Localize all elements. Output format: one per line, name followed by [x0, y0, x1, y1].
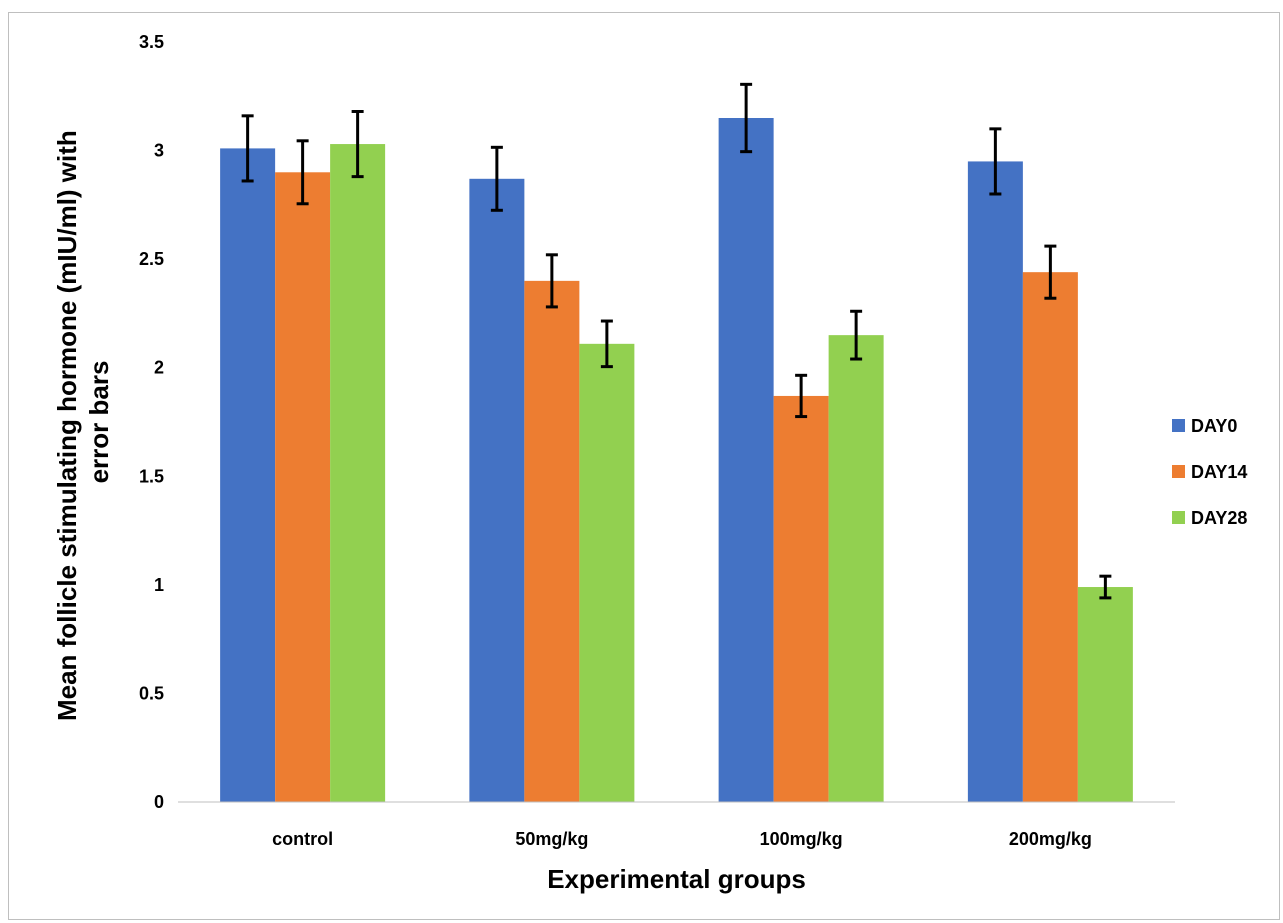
bar-day28-2: [828, 335, 884, 802]
error-bar: [1044, 244, 1057, 300]
error-bar: [740, 82, 753, 154]
bar-day28-1: [579, 343, 635, 802]
error-bar: [545, 253, 558, 309]
error-bar: [795, 373, 808, 419]
bar-day28-3: [1077, 587, 1133, 802]
y-axis-title-line-2: error bars: [84, 361, 114, 484]
legend-swatch-day14: [1172, 465, 1185, 478]
legend-label-day0: DAY0: [1191, 416, 1237, 436]
y-tick-label: 0: [154, 792, 164, 812]
bar-day0-1: [469, 178, 525, 803]
bar-day14-0: [275, 172, 331, 803]
x-tick-label: control: [272, 829, 333, 849]
error-bar: [989, 127, 1002, 196]
bars: [220, 118, 1133, 803]
legend-swatch-day28: [1172, 511, 1185, 524]
error-bar: [850, 309, 863, 361]
x-axis-title: Experimental groups: [547, 864, 806, 894]
y-tick-label: 3.5: [139, 32, 164, 52]
error-bar: [351, 109, 364, 179]
error-bar: [490, 145, 503, 212]
error-bar: [600, 319, 613, 369]
error-bar: [296, 139, 309, 206]
y-axis-title-line-1: Mean follicle stimulating hormone (mIU/m…: [52, 130, 82, 721]
error-bar: [241, 114, 254, 183]
bar-day0-0: [220, 148, 276, 802]
bar-day14-3: [1022, 272, 1078, 803]
legend-label-day28: DAY28: [1191, 508, 1247, 528]
bar-day28-0: [330, 144, 386, 803]
error-bars: [241, 82, 1112, 600]
bar-day0-3: [967, 161, 1023, 802]
legend-swatch-day0: [1172, 419, 1185, 432]
y-tick-label: 2.5: [139, 249, 164, 269]
legend: DAY0 DAY14 DAY28: [1172, 416, 1247, 528]
y-tick-label: 2: [154, 358, 164, 378]
y-tick-label: 0.5: [139, 683, 164, 703]
bar-day0-2: [718, 118, 774, 802]
y-axis-ticks: 0 0.5 1 1.5 2 2.5 3 3.5: [139, 32, 164, 812]
x-tick-label: 200mg/kg: [1009, 829, 1092, 849]
y-tick-label: 1: [154, 575, 164, 595]
x-axis-category-labels: control 50mg/kg 100mg/kg 200mg/kg: [272, 829, 1092, 849]
error-bar: [1099, 574, 1112, 600]
y-tick-label: 1.5: [139, 466, 164, 486]
bar-day14-1: [524, 280, 580, 802]
y-tick-label: 3: [154, 141, 164, 161]
bar-day14-2: [773, 395, 829, 802]
legend-label-day14: DAY14: [1191, 462, 1247, 482]
x-tick-label: 50mg/kg: [515, 829, 588, 849]
x-tick-label: 100mg/kg: [760, 829, 843, 849]
y-axis-title: Mean follicle stimulating hormone (mIU/m…: [52, 123, 114, 721]
